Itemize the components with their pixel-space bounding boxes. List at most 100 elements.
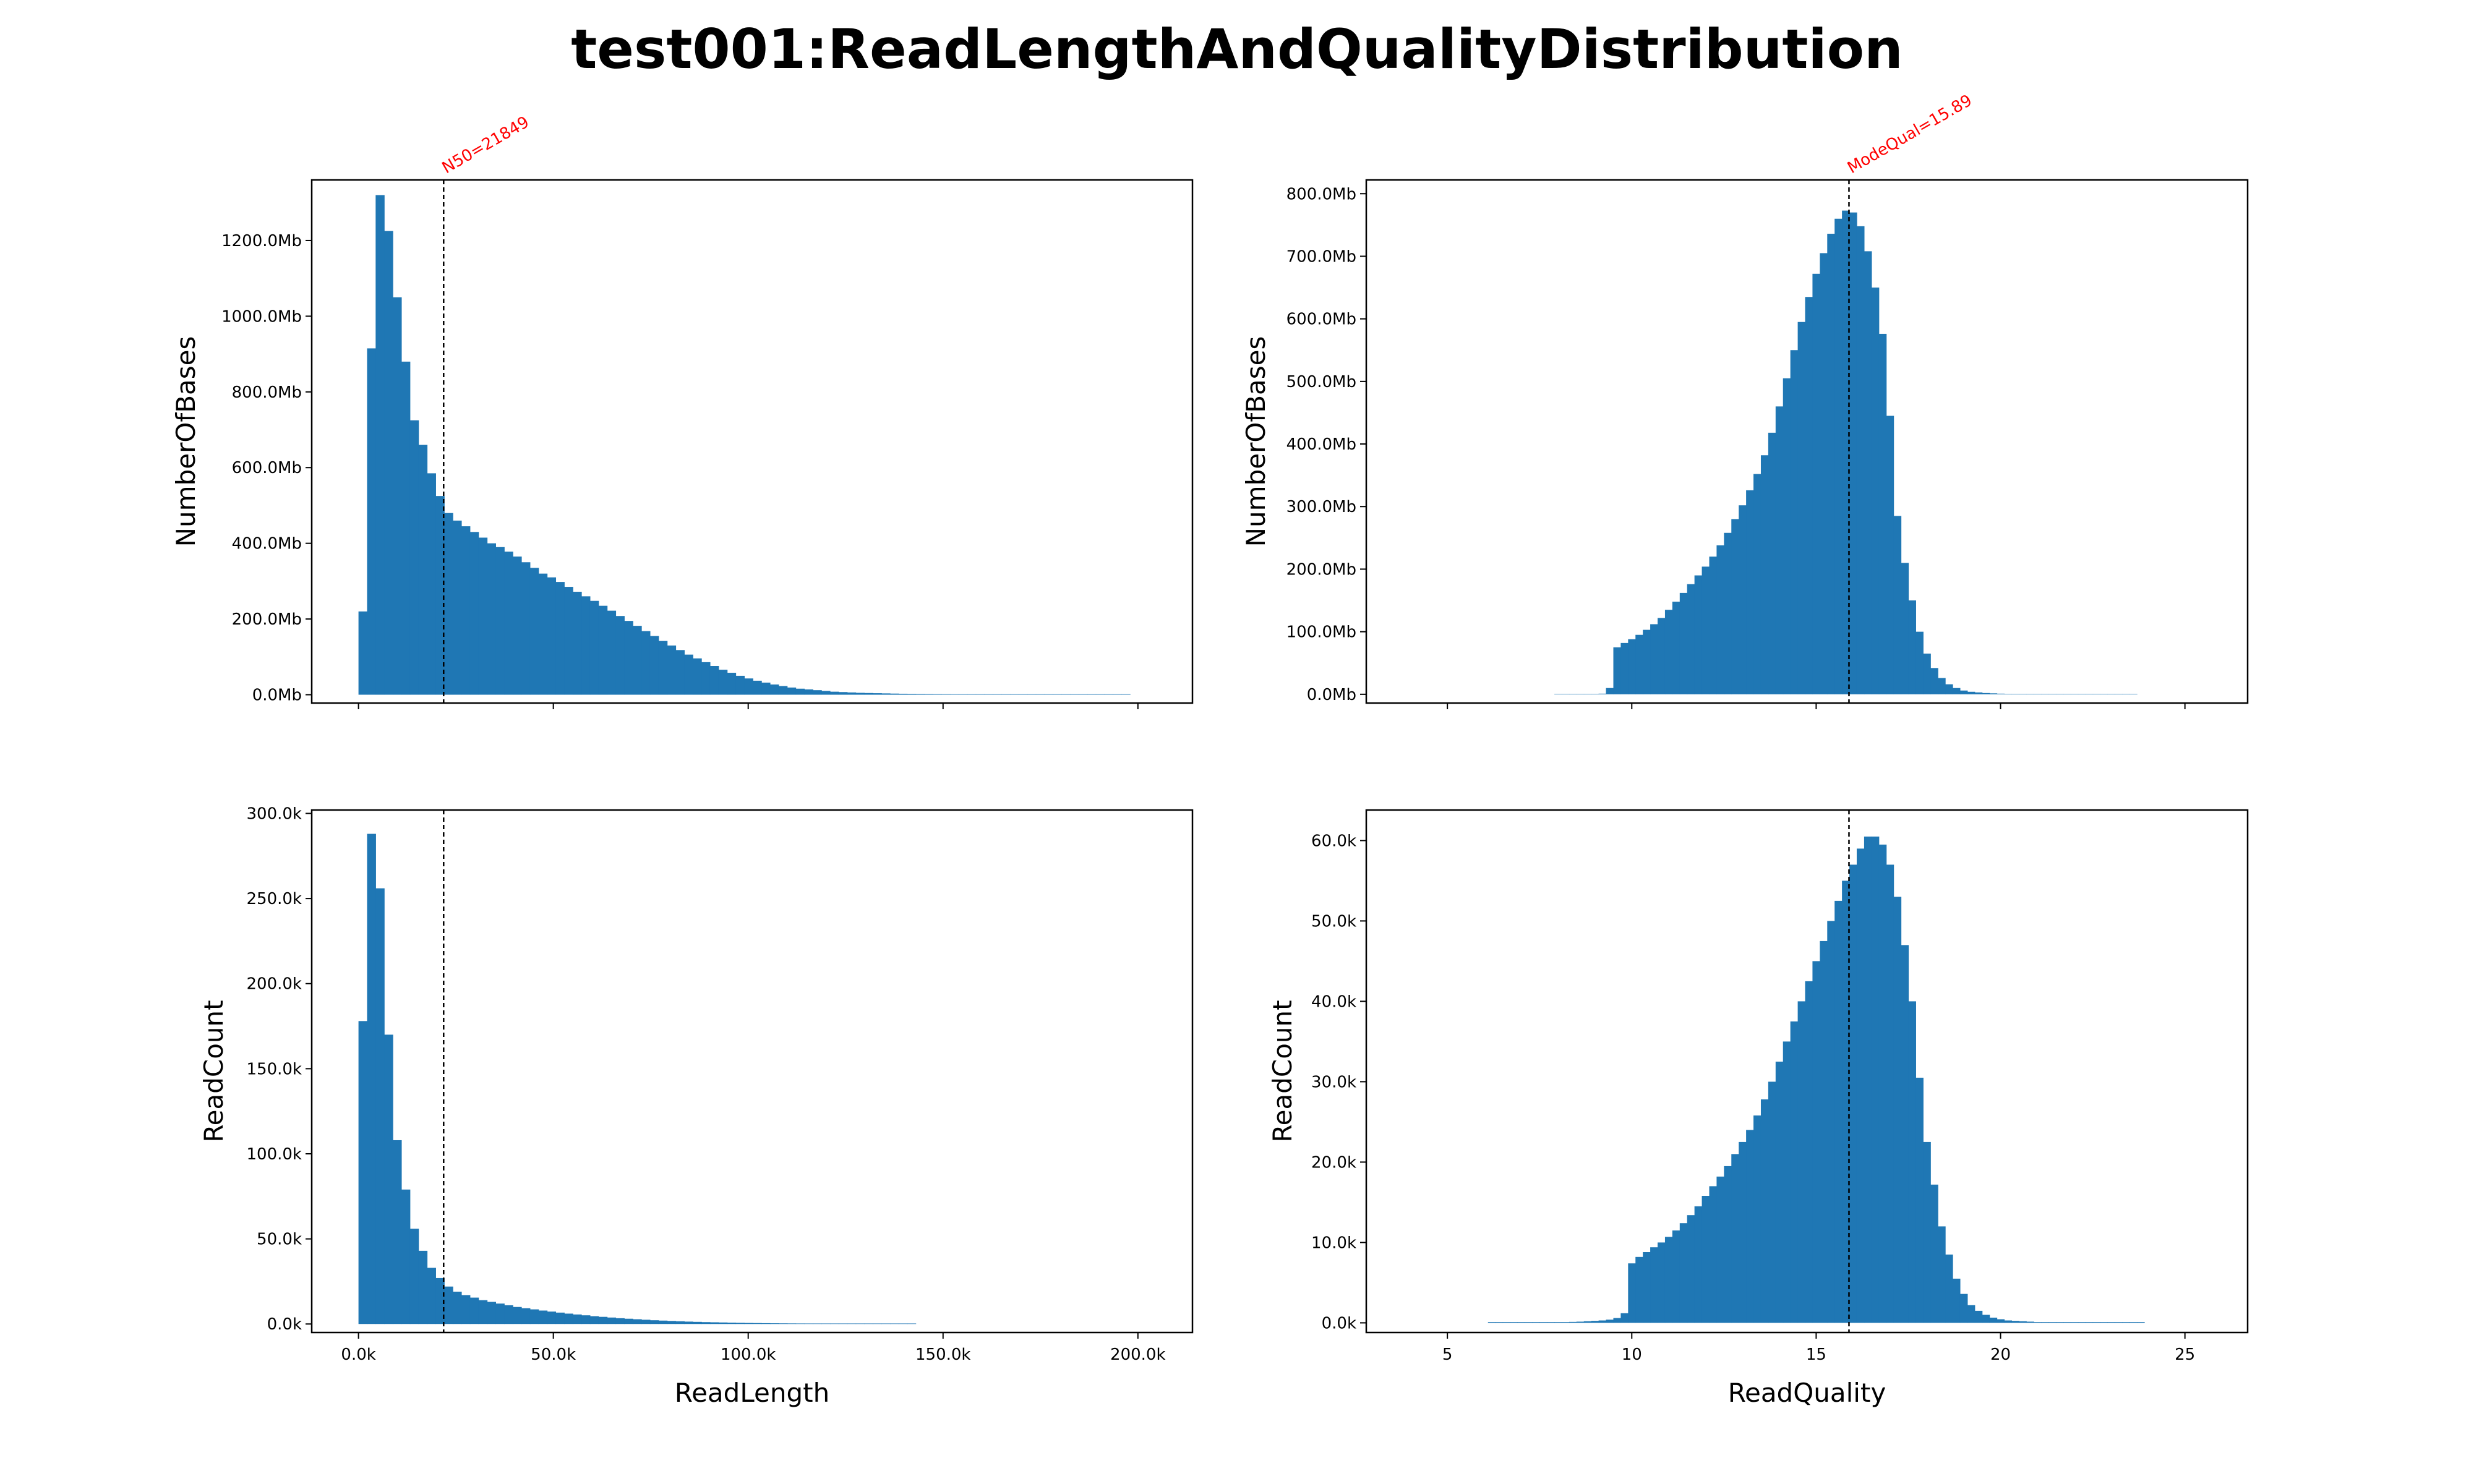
y-tick-label: 600.0Mb <box>1286 310 1356 329</box>
bar <box>1547 1322 1555 1323</box>
bar <box>649 636 659 695</box>
bar <box>1923 654 1931 694</box>
bar <box>787 1323 797 1324</box>
bar <box>735 1323 745 1324</box>
bar <box>1672 602 1680 694</box>
bar <box>1842 881 1850 1323</box>
bar <box>1095 694 1105 695</box>
bar <box>1834 218 1843 694</box>
bar <box>813 690 822 695</box>
bar <box>907 1323 917 1324</box>
bar <box>418 445 428 695</box>
bar <box>1842 210 1850 694</box>
y-tick-label: 20.0k <box>1311 1153 1356 1172</box>
x-tick-label: 100.0k <box>721 1345 776 1364</box>
bar <box>1650 1247 1658 1323</box>
bar <box>804 689 813 695</box>
bar <box>1775 1061 1784 1323</box>
bar <box>598 605 608 695</box>
bar <box>1628 1263 1636 1323</box>
bar <box>847 1323 857 1324</box>
bar <box>1635 634 1643 694</box>
bar <box>589 1316 599 1324</box>
bar <box>1760 1099 1769 1323</box>
bar <box>821 691 831 695</box>
bar <box>547 1311 557 1324</box>
bar <box>873 693 882 695</box>
bar <box>1687 584 1695 694</box>
page-title: test001:ReadLengthAndQualityDistribution <box>571 17 1903 81</box>
bar <box>838 1323 848 1324</box>
bar <box>2004 1320 2013 1323</box>
bar <box>1087 694 1097 695</box>
bar <box>2034 1322 2042 1323</box>
bar <box>881 693 891 695</box>
bar <box>744 678 753 695</box>
bar <box>1121 694 1131 695</box>
bar <box>881 1323 891 1324</box>
bar <box>787 687 797 695</box>
bar <box>478 537 488 695</box>
bar <box>1746 1130 1754 1323</box>
y-tick-label: 0.0Mb <box>1307 686 1356 704</box>
chart-panel-quality-count: 0.0k 10.0k 20.0k 30.0k 40.0k 50.0k 60.0k 5 10 15 2… <box>1267 809 2249 1408</box>
bar <box>1886 416 1894 694</box>
x-tick-label: 200.0k <box>1110 1345 1166 1364</box>
bar <box>1539 1322 1547 1323</box>
bar <box>821 1323 831 1324</box>
y-tick-label: 10.0k <box>1311 1234 1356 1252</box>
bar <box>1053 694 1062 695</box>
bar <box>453 1291 462 1324</box>
x-axis-label: ReadQuality <box>1728 1378 1886 1408</box>
bar <box>667 1321 677 1324</box>
bar <box>1974 1310 1983 1323</box>
bar <box>1562 1322 1570 1323</box>
bar <box>1864 836 1872 1323</box>
bar <box>521 1308 531 1324</box>
x-tick-label: 20 <box>1990 1345 2011 1364</box>
bar <box>984 694 993 695</box>
bar <box>1974 692 1983 694</box>
bar <box>393 297 402 695</box>
chart-panel-length-count: 0.0k 50.0k 100.0k 150.0k 200.0k 250.0k 300.0k 0… <box>199 805 1194 1408</box>
bar <box>1061 694 1071 695</box>
bar <box>1620 1313 1629 1323</box>
bar <box>830 691 839 695</box>
bar <box>958 694 968 695</box>
bar <box>1864 251 1872 694</box>
bar <box>1591 1321 1599 1323</box>
bar <box>1709 1186 1718 1323</box>
bar <box>1989 1317 1998 1323</box>
bar <box>1797 1001 1806 1323</box>
bar <box>2019 1321 2027 1323</box>
bar <box>513 556 522 695</box>
bar <box>727 673 737 695</box>
y-tick-label: 50.0k <box>1311 912 1356 931</box>
bar <box>538 573 548 695</box>
y-tick-label: 60.0k <box>1311 832 1356 850</box>
bar <box>684 654 693 695</box>
bar <box>1658 1242 1666 1323</box>
bar <box>1938 1226 1946 1323</box>
x-tick-label: 0.0k <box>341 1345 375 1364</box>
bar <box>890 693 899 695</box>
bar <box>641 631 651 695</box>
bar <box>1620 642 1629 694</box>
y-tick-label: 1200.0Mb <box>221 232 302 250</box>
bar <box>1643 629 1651 694</box>
bar <box>709 666 719 695</box>
y-tick-label: 800.0Mb <box>1286 185 1356 203</box>
bar <box>538 1310 548 1324</box>
bar <box>1664 610 1673 694</box>
bar <box>607 610 617 695</box>
bar <box>667 645 677 695</box>
bar <box>1650 624 1658 694</box>
bar <box>658 641 668 695</box>
bar <box>1753 474 1761 694</box>
bar <box>1945 684 1953 694</box>
bar <box>564 1313 573 1324</box>
bar <box>427 473 436 695</box>
bar <box>1945 1254 1953 1323</box>
bar <box>873 1323 882 1324</box>
bar <box>1783 378 1791 694</box>
